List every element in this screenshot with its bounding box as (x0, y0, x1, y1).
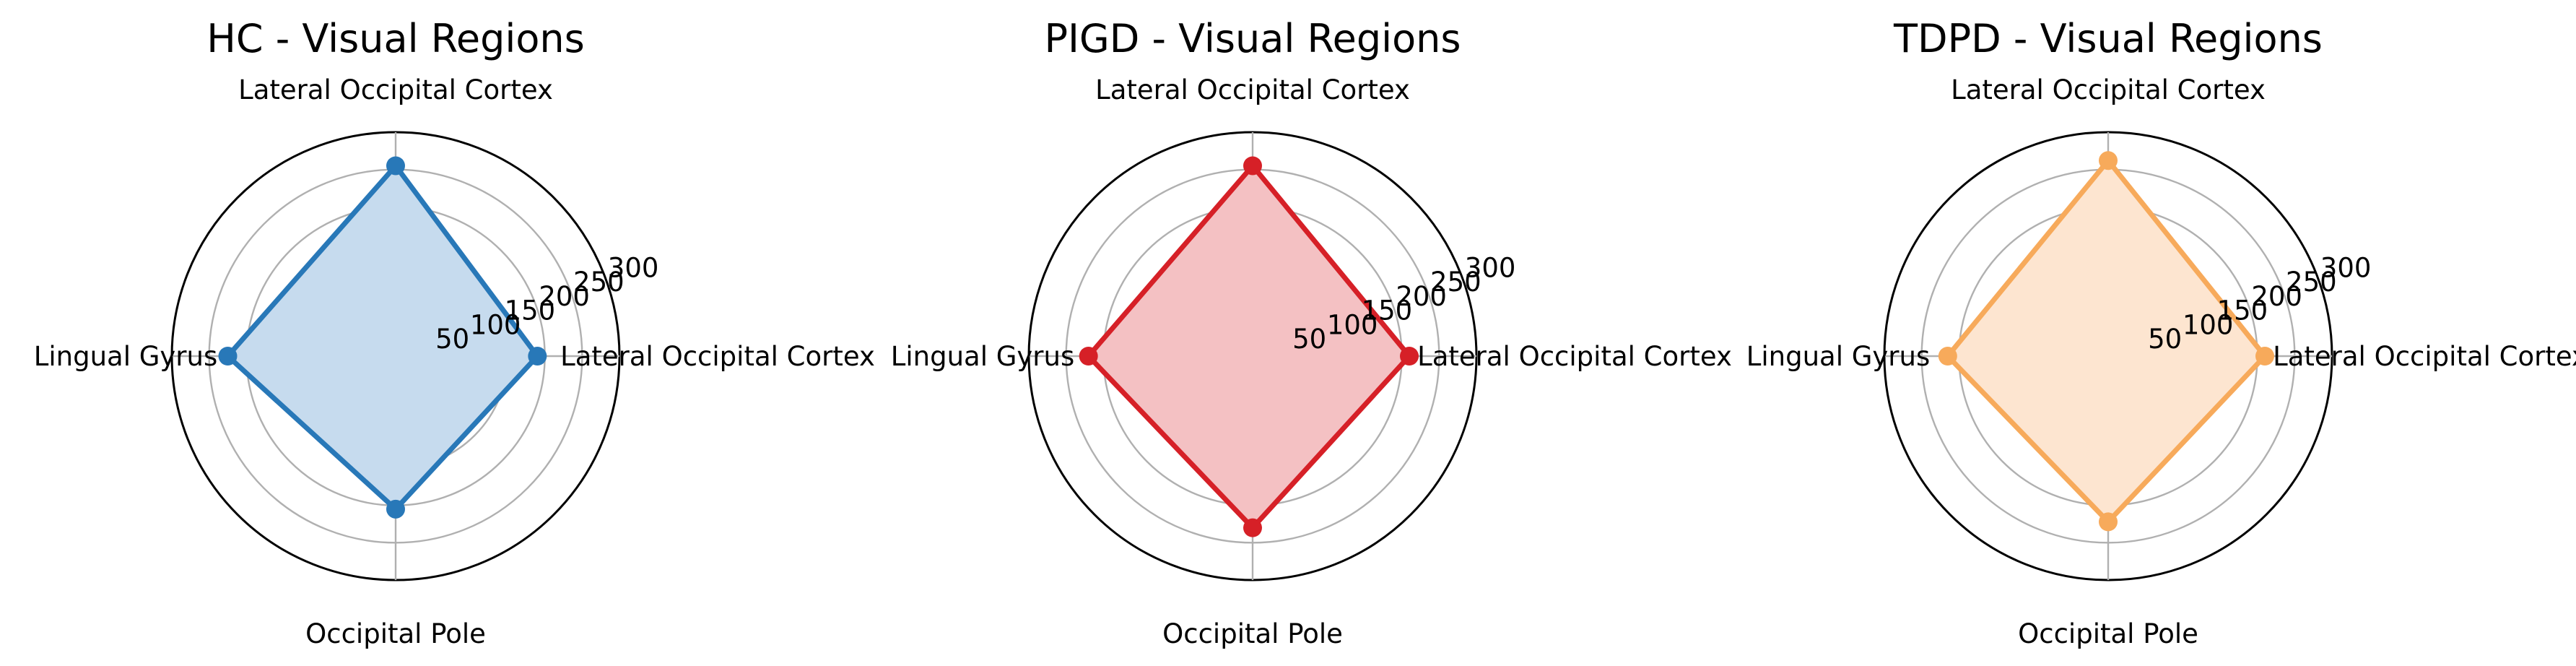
radial-tick-label: 200 (2251, 281, 2302, 312)
category-label: Occipital Pole (2018, 618, 2198, 649)
data-point (1400, 347, 1419, 366)
radial-tick-label: 50 (2148, 324, 2182, 355)
category-label: Lateral Occipital Cortex (238, 74, 553, 105)
radial-tick-label: 300 (1465, 252, 1516, 283)
chart-title: HC - Visual Regions (206, 16, 585, 61)
category-label: Lingual Gyrus (1746, 341, 1931, 372)
category-label: Occipital Pole (1162, 618, 1343, 649)
data-point (2099, 512, 2118, 532)
data-point (1243, 156, 1262, 176)
data-point (1243, 518, 1262, 537)
data-point (386, 499, 405, 519)
data-point (2255, 347, 2274, 366)
category-label: Lateral Occipital Cortex (1951, 74, 2266, 105)
chart-title: PIGD - Visual Regions (1044, 16, 1461, 61)
radial-tick-label: 200 (1396, 281, 1447, 312)
data-point (386, 156, 405, 176)
radial-tick-label: 250 (1430, 267, 1481, 298)
data-point (2099, 151, 2118, 170)
category-label: Lateral Occipital Cortex (2273, 341, 2576, 372)
radial-tick-label: 250 (573, 267, 625, 298)
radial-tick-label: 250 (2286, 267, 2337, 298)
radial-tick-label: 300 (2320, 252, 2372, 283)
radial-tick-label: 100 (2183, 309, 2234, 340)
category-label: Lingual Gyrus (891, 341, 1075, 372)
data-point (1079, 347, 1098, 366)
category-label: Lateral Occipital Cortex (1095, 74, 1410, 105)
category-label: Lingual Gyrus (34, 341, 218, 372)
category-label: Occipital Pole (305, 618, 486, 649)
series-fill (1947, 160, 2265, 522)
radial-tick-label: 50 (1292, 324, 1326, 355)
data-point (1938, 347, 1957, 366)
radial-tick-label: 100 (1327, 309, 1378, 340)
chart-title: TDPD - Visual Regions (1893, 16, 2323, 61)
data-point (528, 347, 547, 366)
radial-tick-label: 200 (539, 281, 590, 312)
radial-tick-label: 150 (2217, 295, 2268, 326)
radial-tick-label: 50 (435, 324, 469, 355)
radial-tick-label: 150 (505, 295, 556, 326)
radial-tick-label: 150 (1362, 295, 1413, 326)
data-point (218, 347, 238, 366)
radial-tick-label: 100 (470, 309, 521, 340)
radial-tick-label: 300 (608, 252, 659, 283)
category-label: Lateral Occipital Cortex (560, 341, 875, 372)
category-label: Lateral Occipital Cortex (1417, 341, 1732, 372)
